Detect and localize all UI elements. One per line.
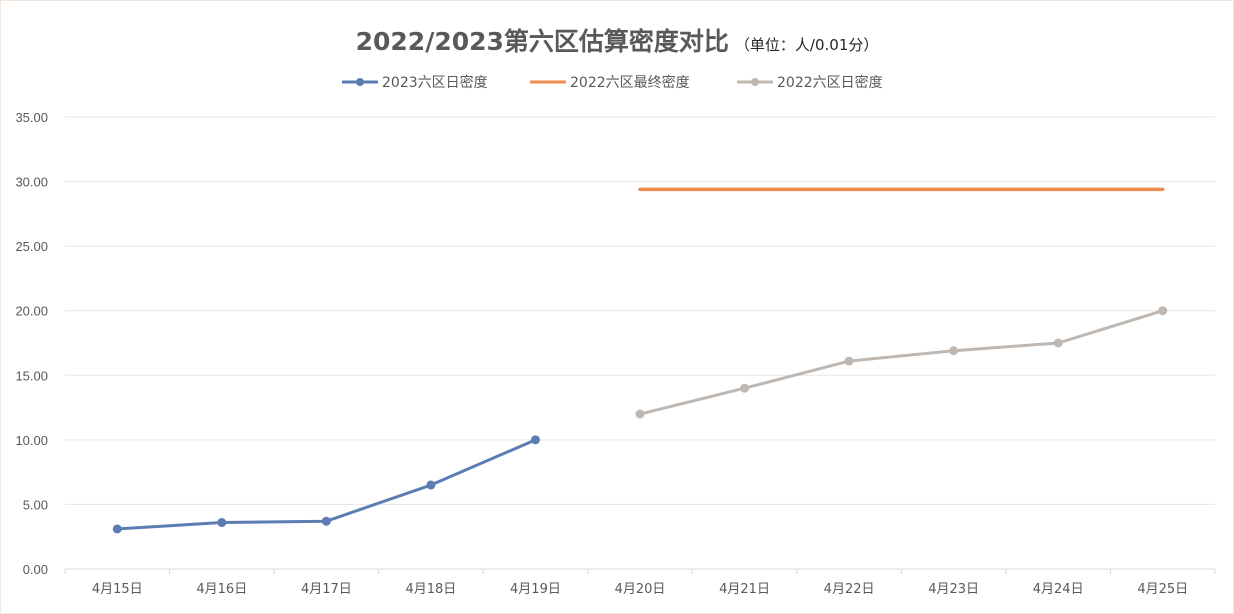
legend-marker: [751, 78, 759, 86]
data-point: [530, 435, 540, 445]
x-tick-label: 4月16日: [196, 582, 247, 597]
x-tick-label: 4月21日: [719, 582, 770, 597]
series-line: [638, 309, 1165, 416]
data-point: [635, 409, 645, 419]
y-tick-label: 20.00: [15, 304, 48, 319]
x-tick-label: 4月15日: [92, 582, 143, 597]
x-tick-label: 4月18日: [405, 582, 456, 597]
x-tick-label: 4月24日: [1033, 582, 1084, 597]
chart-title: 2022/2023第六区估算密度对比: [355, 27, 729, 56]
y-axis: 0.00 5.00 10.00 15.00 20.00 25.00 30.00 35.00: [15, 110, 48, 577]
y-tick-label: 25.00: [15, 239, 48, 254]
series-line: [115, 438, 537, 531]
data-point: [321, 516, 331, 526]
series-layer: [112, 187, 1168, 534]
legend-marker: [356, 78, 364, 86]
x-tick-label: 4月22日: [824, 582, 875, 597]
x-tick-label: 4月23日: [928, 582, 979, 597]
x-tick-label: 4月20日: [615, 582, 666, 597]
data-point: [844, 356, 854, 366]
legend-label: 2022六区日密度: [777, 74, 883, 91]
chart-unit-subtitle: （单位：人/0.01分）: [734, 36, 879, 54]
data-point: [949, 346, 959, 356]
x-tick-label: 4月19日: [510, 582, 561, 597]
x-tick-label: 4月17日: [301, 582, 352, 597]
series-1: [112, 435, 540, 534]
series-3: [635, 306, 1168, 419]
y-tick-label: 30.00: [15, 175, 48, 190]
data-point: [1053, 338, 1063, 348]
chart-title-block: 2022/2023第六区估算密度对比 （单位：人/0.01分）: [0, 22, 1234, 58]
y-tick-label: 5.00: [23, 497, 48, 512]
y-tick-label: 0.00: [23, 562, 48, 577]
legend: 2023六区日密度 2022六区最终密度 2022六区日密度: [342, 74, 883, 91]
x-tick-label: 4月25日: [1137, 582, 1188, 597]
y-tick-label: 15.00: [15, 368, 48, 383]
data-point: [217, 518, 227, 528]
legend-label: 2023六区日密度: [382, 74, 488, 91]
x-axis: 4月15日 4月16日 4月17日 4月18日 4月19日 4月20日 4月21日 4月22日…: [64, 568, 1216, 597]
y-tick-label: 35.00: [15, 110, 48, 125]
data-point: [1158, 306, 1168, 316]
data-point: [426, 480, 436, 490]
legend-label: 2022六区最终密度: [570, 74, 690, 91]
data-point: [740, 383, 750, 393]
gridlines: [65, 116, 1215, 505]
data-point: [112, 524, 122, 534]
y-tick-label: 10.00: [15, 433, 48, 448]
